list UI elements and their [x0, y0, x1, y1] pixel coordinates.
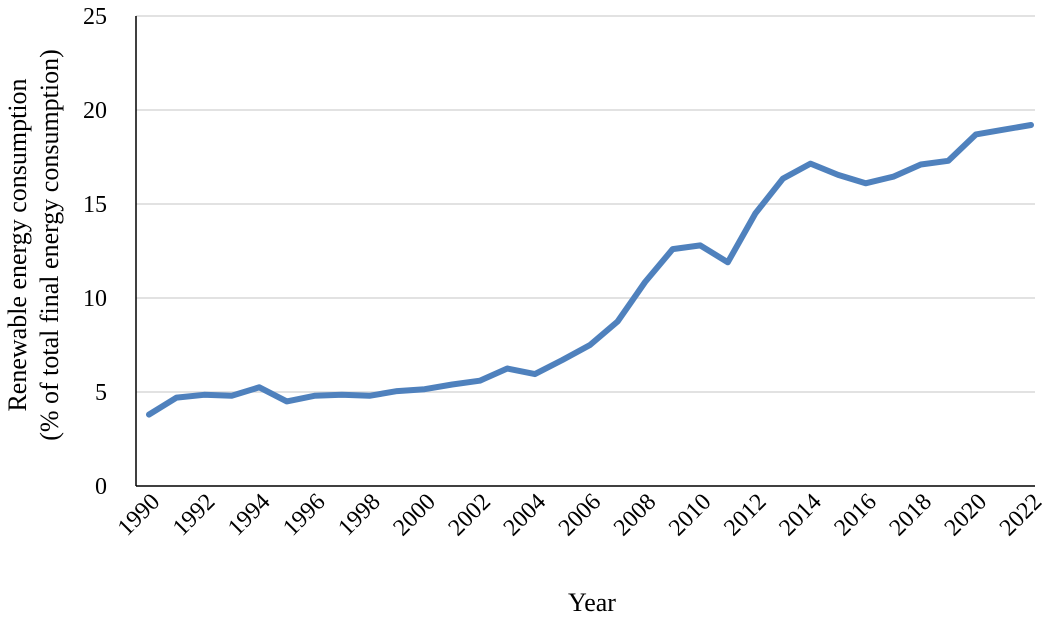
x-tick-label: 2020: [940, 489, 992, 541]
x-tick-label: 1994: [223, 489, 275, 541]
x-axis-title: Year: [568, 588, 616, 617]
y-axis-title-line1: Renewable energy consumption: [3, 78, 32, 411]
y-tick-label: 20: [83, 98, 107, 124]
x-tick-label: 2022: [995, 489, 1044, 541]
y-tick-labels: 0 5 10 15 20 25: [83, 4, 107, 500]
x-tick-label: 2018: [885, 489, 937, 541]
x-tick-label: 2004: [499, 489, 551, 541]
y-tick-label: 25: [83, 4, 107, 30]
axes: [135, 16, 1035, 487]
x-tick-label: 2016: [830, 489, 882, 541]
x-tick-label: 2000: [389, 489, 441, 541]
x-tick-label: 2010: [664, 489, 716, 541]
x-tick-label: 2012: [719, 489, 771, 541]
x-tick-label: 1996: [278, 489, 330, 541]
x-tick-label: 2008: [609, 489, 661, 541]
y-tick-label: 0: [95, 474, 107, 500]
series-layer: [146, 122, 1034, 418]
x-tick-label: 1998: [333, 489, 385, 541]
y-tick-label: 10: [83, 286, 107, 312]
y-axis-title: Renewable energy consumption (% of total…: [3, 49, 64, 441]
y-tick-label: 5: [95, 380, 107, 406]
x-tick-label: 2002: [444, 489, 496, 541]
y-tick-label: 15: [83, 192, 107, 218]
x-tick-label: 2006: [554, 489, 606, 541]
y-axis-title-line2: (% of total final energy consumption): [35, 49, 64, 441]
x-tick-label: 1990: [113, 489, 165, 541]
series-line: [146, 122, 1034, 418]
x-tick-labels: 1990 1992 1994 1996 1998 2000 2002 2004 2006 2008…: [113, 489, 1044, 541]
gridlines: [136, 15, 1035, 393]
x-tick-label: 1992: [168, 489, 220, 541]
x-tick-label: 2014: [774, 489, 826, 541]
